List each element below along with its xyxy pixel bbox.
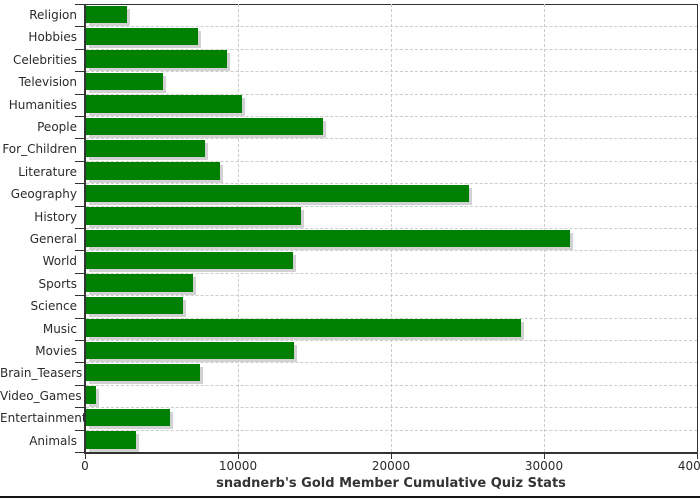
y-axis-tick: [75, 228, 84, 229]
y-label-religion: Religion: [29, 8, 77, 22]
bar-music: [86, 319, 521, 337]
horizontal-gridline: [86, 160, 697, 162]
bar-hobbies: [86, 27, 198, 46]
horizontal-gridline: [86, 93, 697, 95]
y-label-for_children: For_Children: [2, 142, 77, 157]
horizontal-gridline: [86, 384, 697, 386]
y-axis-tick: [75, 71, 84, 73]
horizontal-gridline: [86, 228, 697, 229]
x-axis-tick: [391, 454, 392, 459]
y-axis-tick: [75, 429, 84, 431]
bar-people: [86, 117, 324, 135]
y-axis-tick: [75, 93, 84, 95]
bar-animals: [86, 431, 136, 449]
y-label-movies: Movies: [35, 344, 77, 358]
y-label-geography: Geography: [10, 187, 77, 202]
y-axis-tick: [75, 183, 84, 185]
x-axis-tick: [697, 454, 698, 459]
horizontal-gridline: [86, 48, 697, 50]
y-label-sports: Sports: [38, 276, 77, 291]
y-axis-tick: [75, 205, 84, 207]
y-label-celebrities: Celebrities: [12, 52, 77, 67]
x-axis-tick: [238, 454, 239, 459]
y-label-entertainment: Entertainment: [0, 411, 87, 426]
y-axis-tick: [75, 407, 84, 409]
y-axis-tick: [75, 272, 84, 274]
x-tick-label: 40000: [677, 459, 700, 473]
y-axis-tick: [75, 384, 84, 386]
bar-television: [86, 72, 164, 91]
bar-literature: [86, 162, 220, 180]
bar-movies: [86, 341, 295, 359]
horizontal-gridline: [86, 183, 697, 185]
bar-history: [86, 207, 301, 225]
y-axis-tick: [75, 340, 84, 341]
bar-humanities: [86, 95, 243, 113]
y-label-history: History: [34, 209, 77, 224]
bar-celebrities: [86, 50, 227, 68]
y-label-brain_teasers: Brain_Teasers: [0, 366, 83, 381]
y-label-animals: Animals: [29, 433, 77, 448]
y-label-music: Music: [42, 321, 77, 336]
y-axis-tick: [75, 26, 84, 28]
horizontal-gridline: [86, 250, 697, 252]
horizontal-gridline: [86, 205, 697, 207]
horizontal-gridline: [86, 26, 697, 28]
horizontal-gridline: [86, 317, 697, 319]
horizontal-gridline: [86, 295, 697, 297]
y-label-general: General: [29, 232, 77, 246]
y-axis-tick: [75, 138, 84, 140]
bar-science: [86, 296, 184, 315]
horizontal-gridline: [86, 272, 697, 274]
x-axis-tick: [544, 454, 545, 459]
x-axis-tick: [85, 454, 86, 459]
x-axis-title: snadnerb's Gold Member Cumulative Quiz S…: [216, 476, 566, 491]
y-label-television: Television: [18, 75, 77, 90]
y-axis-tick: [75, 4, 84, 5]
horizontal-gridline: [86, 116, 697, 117]
x-tick-label: 0: [81, 459, 89, 473]
bar-brain_teasers: [86, 363, 200, 382]
y-label-hobbies: Hobbies: [28, 30, 77, 45]
y-axis-tick: [75, 250, 84, 252]
y-label-science: Science: [30, 299, 77, 314]
bar-geography: [86, 184, 470, 203]
bar-for_children: [86, 139, 206, 158]
x-tick-label: 20000: [371, 459, 411, 473]
horizontal-gridline: [86, 340, 697, 341]
y-axis-tick: [75, 116, 84, 117]
bar-entertainment: [86, 408, 171, 427]
bar-video_games: [86, 386, 97, 404]
bar-general: [86, 229, 570, 247]
y-label-humanities: Humanities: [8, 97, 77, 112]
y-axis-tick: [75, 452, 84, 453]
y-axis-tick: [75, 295, 84, 297]
y-label-world: World: [42, 254, 77, 269]
y-axis-tick: [75, 362, 84, 364]
horizontal-gridline: [86, 429, 697, 431]
x-tick-label: 10000: [218, 459, 258, 473]
bar-sports: [86, 274, 194, 292]
horizontal-gridline: [86, 362, 697, 364]
y-axis-tick: [75, 160, 84, 162]
y-label-video_games: Video_Games: [0, 388, 82, 403]
y-label-literature: Literature: [18, 164, 77, 179]
y-axis-tick: [75, 48, 84, 50]
bar-religion: [86, 5, 127, 23]
horizontal-gridline: [86, 407, 697, 409]
x-tick-label: 30000: [524, 459, 564, 473]
horizontal-gridline: [86, 71, 697, 73]
y-label-people: People: [37, 120, 77, 134]
image-bottom-border: [0, 496, 700, 498]
y-axis-tick: [75, 317, 84, 319]
bar-world: [86, 251, 293, 270]
horizontal-gridline: [86, 138, 697, 140]
